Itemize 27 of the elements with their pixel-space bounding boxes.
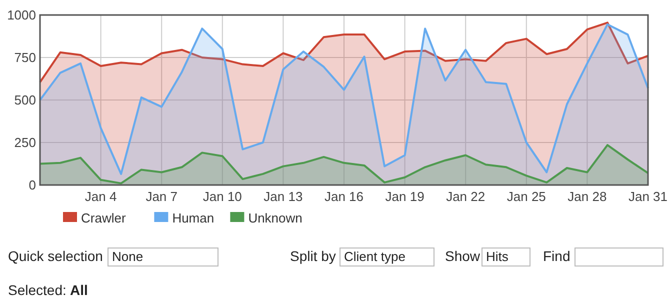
x-tick-label: Jan 7: [146, 189, 178, 204]
x-tick-label: Jan 19: [385, 189, 424, 204]
x-tick-label: Jan 25: [506, 189, 546, 204]
x-tick-label: Jan 16: [324, 189, 364, 204]
x-tick-label: Jan 10: [202, 189, 242, 204]
x-tick-label: Jan 13: [264, 189, 303, 204]
text: Selected:: [8, 282, 66, 298]
x-tick-label: Jan 4: [84, 189, 117, 204]
text: Find: [543, 248, 570, 264]
y-tick-label: 250: [14, 135, 36, 150]
legend-label: Crawler: [81, 210, 126, 226]
y-tick-label: 1000: [7, 8, 36, 23]
text: Quick selection: [8, 248, 103, 264]
text: None: [112, 249, 144, 264]
x-tick-label: Jan 28: [568, 189, 607, 204]
text: Split by: [290, 248, 336, 264]
text: Show: [445, 248, 481, 264]
legend-label: Human: [172, 210, 214, 226]
x-tick-label: Jan 22: [446, 189, 486, 204]
text: Client type: [344, 249, 406, 264]
y-tick-label: 0: [28, 178, 36, 193]
legend-label: Unknown: [248, 210, 302, 226]
y-tick-label: 500: [14, 92, 36, 108]
y-tick-label: 750: [14, 50, 36, 66]
x-tick-label: Jan 31: [628, 189, 668, 204]
text: Hits: [486, 249, 509, 264]
text: All: [70, 282, 88, 298]
